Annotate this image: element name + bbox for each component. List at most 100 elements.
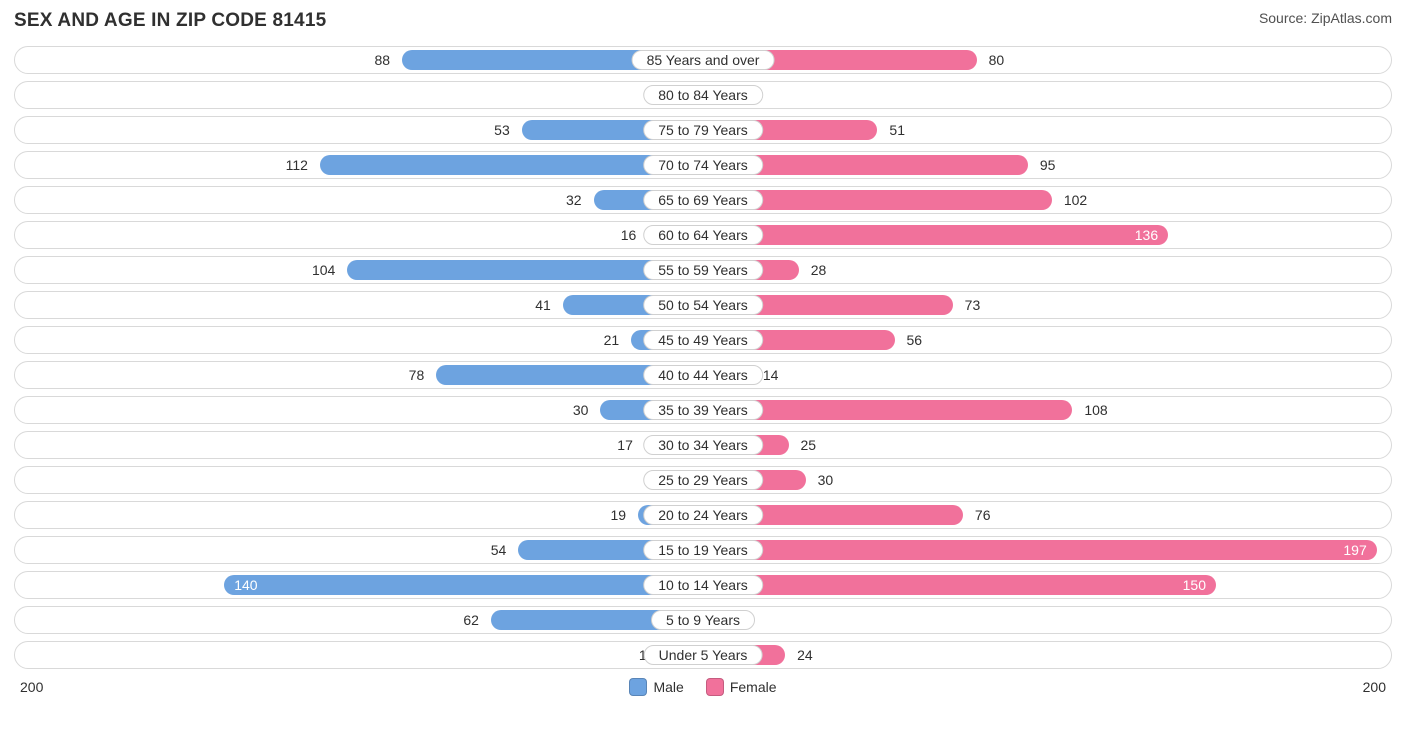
female-bar: 136 xyxy=(703,225,1168,245)
age-label: 70 to 74 Years xyxy=(643,155,763,175)
male-value: 30 xyxy=(565,402,597,418)
population-pyramid: 888085 Years and over8080 to 84 Years535… xyxy=(14,46,1392,669)
male-half: 8 xyxy=(19,82,703,108)
male-value: 53 xyxy=(486,122,518,138)
chart-row: 88 80 85 Years and over xyxy=(14,46,1392,74)
male-half: 3 xyxy=(19,467,703,493)
legend-label: Female xyxy=(730,679,777,695)
male-half: 41 xyxy=(19,292,703,318)
header: SEX AND AGE IN ZIP CODE 81415 Source: Zi… xyxy=(14,10,1392,32)
axis-legend-row: 200 Male Female 200 xyxy=(14,676,1392,696)
chart-row: 112 9570 to 74 Years xyxy=(14,151,1392,179)
male-value: 62 xyxy=(455,612,487,628)
female-half: 14 xyxy=(703,362,1387,388)
age-label: 55 to 59 Years xyxy=(643,260,763,280)
female-value: 28 xyxy=(803,262,835,278)
age-label: 30 to 34 Years xyxy=(643,435,763,455)
male-value: 21 xyxy=(596,332,628,348)
chart-row: 3 30 25 to 29 Years xyxy=(14,466,1392,494)
female-half: 28 xyxy=(703,257,1387,283)
legend-swatch xyxy=(629,678,647,696)
female-value: 150 xyxy=(1175,577,1214,593)
age-label: 80 to 84 Years xyxy=(643,85,763,105)
age-label: 20 to 24 Years xyxy=(643,505,763,525)
male-half: 11 xyxy=(19,642,703,668)
female-value: 102 xyxy=(1056,192,1095,208)
legend: Male Female xyxy=(629,678,776,696)
age-label: 15 to 19 Years xyxy=(643,540,763,560)
female-value: 25 xyxy=(793,437,825,453)
male-half: 19 xyxy=(19,502,703,528)
female-value: 30 xyxy=(810,472,842,488)
male-half: 54 xyxy=(19,537,703,563)
female-value: 73 xyxy=(957,297,989,313)
male-half: 53 xyxy=(19,117,703,143)
female-half: 108 xyxy=(703,397,1387,423)
female-half: 136 xyxy=(703,222,1387,248)
age-label: 25 to 29 Years xyxy=(643,470,763,490)
chart-row: 104 28 55 to 59 Years xyxy=(14,256,1392,284)
male-half: 140 xyxy=(19,572,703,598)
age-label: 40 to 44 Years xyxy=(643,365,763,385)
source: Source: ZipAtlas.com xyxy=(1259,10,1392,26)
female-value: 56 xyxy=(899,332,931,348)
chart-row: 11 24 Under 5 Years xyxy=(14,641,1392,669)
male-value: 19 xyxy=(602,507,634,523)
male-value: 112 xyxy=(278,157,316,173)
chart-row: 3210265 to 69 Years xyxy=(14,186,1392,214)
female-value: 76 xyxy=(967,507,999,523)
male-value: 104 xyxy=(304,262,343,278)
chart-row: 6235 to 9 Years xyxy=(14,606,1392,634)
male-half: 112 xyxy=(19,152,703,178)
female-half: 56 xyxy=(703,327,1387,353)
age-label: 75 to 79 Years xyxy=(643,120,763,140)
chart-row: 30 108 35 to 39 Years xyxy=(14,396,1392,424)
age-label: 5 to 9 Years xyxy=(651,610,755,630)
age-label: Under 5 Years xyxy=(644,645,763,665)
legend-item: Male xyxy=(629,678,683,696)
female-half: 24 xyxy=(703,642,1387,668)
female-half: 95 xyxy=(703,152,1387,178)
female-half: 102 xyxy=(703,187,1387,213)
male-value: 16 xyxy=(613,227,645,243)
male-half: 16 xyxy=(19,222,703,248)
chart-row: 78 1440 to 44 Years xyxy=(14,361,1392,389)
female-half: 76 xyxy=(703,502,1387,528)
chart-row: 535175 to 79 Years xyxy=(14,116,1392,144)
source-name: ZipAtlas.com xyxy=(1311,10,1392,26)
male-half: 78 xyxy=(19,362,703,388)
female-value: 136 xyxy=(1127,227,1166,243)
male-half: 104 xyxy=(19,257,703,283)
legend-swatch xyxy=(706,678,724,696)
chart-title: SEX AND AGE IN ZIP CODE 81415 xyxy=(14,10,326,32)
male-value: 32 xyxy=(558,192,590,208)
female-value: 108 xyxy=(1076,402,1115,418)
age-label: 60 to 64 Years xyxy=(643,225,763,245)
female-bar: 197 xyxy=(703,540,1377,560)
female-half: 80 xyxy=(703,47,1387,73)
legend-item: Female xyxy=(706,678,777,696)
age-label: 10 to 14 Years xyxy=(643,575,763,595)
chart-row: 19 76 20 to 24 Years xyxy=(14,501,1392,529)
male-value: 17 xyxy=(609,437,641,453)
male-half: 88 xyxy=(19,47,703,73)
axis-left: 200 xyxy=(20,679,43,695)
female-half: 25 xyxy=(703,432,1387,458)
age-label: 35 to 39 Years xyxy=(643,400,763,420)
axis-right: 200 xyxy=(1363,679,1386,695)
male-half: 17 xyxy=(19,432,703,458)
male-value: 88 xyxy=(366,52,398,68)
male-value: 78 xyxy=(401,367,433,383)
female-half: 30 xyxy=(703,467,1387,493)
female-value: 80 xyxy=(981,52,1013,68)
female-half: 73 xyxy=(703,292,1387,318)
male-half: 21 xyxy=(19,327,703,353)
source-label: Source: xyxy=(1259,10,1307,26)
female-bar: 150 xyxy=(703,575,1216,595)
female-value: 197 xyxy=(1335,542,1374,558)
age-label: 85 Years and over xyxy=(632,50,775,70)
chart-row: 54 197 15 to 19 Years xyxy=(14,536,1392,564)
chart-row: 140 150 10 to 14 Years xyxy=(14,571,1392,599)
female-value: 24 xyxy=(789,647,821,663)
male-value: 140 xyxy=(226,577,265,593)
